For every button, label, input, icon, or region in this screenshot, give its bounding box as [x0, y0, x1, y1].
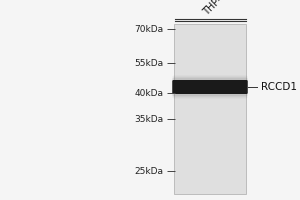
Text: 35kDa: 35kDa — [134, 114, 164, 123]
Bar — [174, 24, 246, 194]
Text: 40kDa: 40kDa — [134, 88, 164, 98]
FancyBboxPatch shape — [172, 80, 248, 94]
Text: 55kDa: 55kDa — [134, 58, 164, 68]
FancyBboxPatch shape — [172, 78, 248, 96]
FancyBboxPatch shape — [172, 80, 248, 94]
Text: RCCD1: RCCD1 — [261, 82, 297, 92]
Text: 70kDa: 70kDa — [134, 24, 164, 33]
Text: THP-1: THP-1 — [201, 0, 228, 17]
Text: 25kDa: 25kDa — [134, 166, 164, 176]
FancyBboxPatch shape — [172, 76, 248, 98]
